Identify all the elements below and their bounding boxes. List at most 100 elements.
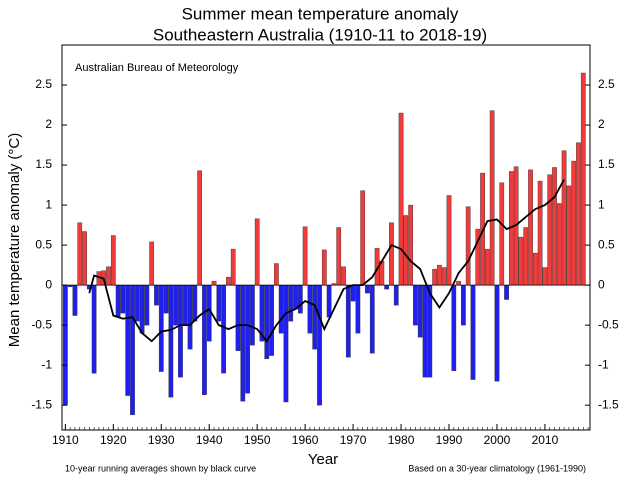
- bar: [489, 110, 495, 286]
- y-tick-label: -0.5: [598, 317, 619, 331]
- note: Based on a 30-year climatology (1961-199…: [408, 463, 586, 473]
- bar: [384, 284, 390, 290]
- x-tick-label: 1980: [388, 433, 415, 447]
- bar: [182, 284, 188, 326]
- bar: [221, 284, 226, 374]
- bar: [451, 284, 457, 371]
- y-tick-label: 0.5: [598, 237, 615, 251]
- bar: [417, 284, 423, 338]
- bar: [269, 284, 274, 356]
- chart-subtitle: Southeastern Australia (1910-11 to 2018-…: [153, 25, 487, 44]
- y-tick-label: 2.5: [598, 77, 615, 91]
- bar: [178, 284, 183, 378]
- bar: [552, 167, 557, 286]
- bar: [302, 226, 308, 286]
- bar: [532, 252, 538, 286]
- bar: [561, 150, 567, 286]
- bar: [580, 72, 586, 286]
- bar: [432, 268, 437, 286]
- bar: [187, 284, 193, 350]
- bar: [389, 222, 394, 286]
- bar: [192, 284, 198, 322]
- bar: [485, 248, 490, 286]
- bar: [297, 284, 303, 314]
- bar: [62, 284, 68, 406]
- bar: [110, 235, 116, 286]
- x-tick-label: 1970: [340, 433, 367, 447]
- bar: [360, 190, 366, 286]
- bar: [393, 284, 399, 306]
- x-tick-label: 1910: [52, 433, 79, 447]
- chart-title: Summer mean temperature anomaly: [182, 4, 459, 23]
- bar: [537, 180, 543, 286]
- note: 10-year running averages shown by black …: [65, 463, 256, 473]
- bar: [283, 284, 289, 403]
- bar: [542, 267, 548, 286]
- bar: [571, 160, 577, 286]
- bar: [465, 206, 471, 286]
- bar: [211, 280, 217, 286]
- bar: [288, 284, 294, 322]
- y-tick-label: 1: [45, 197, 52, 211]
- bar: [163, 284, 169, 314]
- bar: [197, 170, 202, 286]
- y-tick-label: 2: [598, 117, 605, 131]
- bar: [120, 284, 126, 314]
- y-tick-label: 0.5: [35, 237, 52, 251]
- bar: [245, 284, 250, 394]
- y-tick-label: 1: [598, 197, 605, 211]
- bar: [369, 284, 375, 354]
- bar: [499, 182, 505, 286]
- bar: [235, 284, 241, 351]
- bar: [408, 204, 414, 286]
- y-tick-label: -0.5: [31, 317, 52, 331]
- bar: [144, 284, 150, 326]
- y-axis-label: Mean temperature anomaly (°C): [6, 133, 23, 347]
- y-tick-label: 0: [45, 277, 52, 291]
- bar: [202, 284, 207, 395]
- y-tick-label: 2.5: [35, 77, 52, 91]
- bar: [494, 284, 500, 382]
- bar: [504, 284, 509, 300]
- y-tick-label: 1.5: [35, 157, 52, 171]
- bar: [149, 241, 155, 286]
- y-tick-label: 0: [598, 277, 605, 291]
- x-tick-label: 1990: [436, 433, 463, 447]
- bar: [413, 284, 418, 326]
- x-tick-label: 1920: [100, 433, 127, 447]
- bar: [250, 284, 255, 346]
- x-tick-label: 2000: [484, 433, 511, 447]
- bar: [441, 267, 447, 286]
- annotation: Australian Bureau of Meteorology: [75, 62, 239, 74]
- bar: [91, 284, 97, 374]
- bar: [523, 227, 529, 286]
- bar: [326, 284, 332, 318]
- bar: [427, 284, 433, 378]
- bar: [456, 280, 461, 286]
- bar: [355, 284, 361, 334]
- bar: [345, 284, 351, 358]
- bar: [461, 284, 466, 326]
- x-tick-label: 2010: [532, 433, 559, 447]
- bar: [341, 266, 346, 286]
- bar: [254, 218, 260, 286]
- bar: [77, 222, 83, 286]
- bar: [106, 266, 111, 286]
- bar: [336, 227, 342, 286]
- bar: [115, 284, 121, 318]
- bar: [312, 284, 318, 350]
- bar: [82, 231, 87, 286]
- y-tick-label: -1: [41, 357, 52, 371]
- bar: [72, 284, 78, 316]
- bar: [518, 236, 524, 286]
- bar: [547, 174, 553, 286]
- y-tick-label: -1: [598, 357, 609, 371]
- bar: [264, 284, 270, 359]
- bar: [274, 263, 279, 286]
- bar: [470, 284, 476, 380]
- bar: [576, 142, 581, 286]
- bar: [226, 276, 231, 286]
- bar: [173, 284, 179, 326]
- plot-frame: [61, 44, 591, 431]
